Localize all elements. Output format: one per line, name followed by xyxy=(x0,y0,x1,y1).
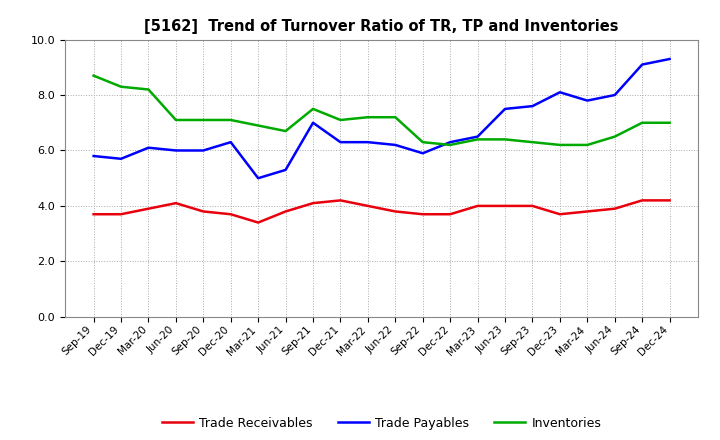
Trade Payables xyxy=(556,90,564,95)
Inventories xyxy=(171,117,180,123)
Trade Payables xyxy=(171,148,180,153)
Legend: Trade Receivables, Trade Payables, Inventories: Trade Receivables, Trade Payables, Inven… xyxy=(157,412,606,435)
Inventories xyxy=(611,134,619,139)
Inventories xyxy=(117,84,125,89)
Trade Receivables xyxy=(611,206,619,211)
Line: Inventories: Inventories xyxy=(94,76,670,145)
Trade Receivables xyxy=(473,203,482,209)
Trade Receivables xyxy=(364,203,372,209)
Trade Receivables xyxy=(583,209,592,214)
Inventories xyxy=(583,142,592,147)
Inventories xyxy=(309,106,318,111)
Trade Receivables xyxy=(418,212,427,217)
Inventories xyxy=(254,123,263,128)
Trade Receivables xyxy=(446,212,454,217)
Trade Payables xyxy=(89,154,98,159)
Inventories xyxy=(144,87,153,92)
Trade Payables xyxy=(611,92,619,98)
Trade Payables xyxy=(199,148,207,153)
Trade Receivables xyxy=(199,209,207,214)
Inventories xyxy=(638,120,647,125)
Inventories xyxy=(556,142,564,147)
Trade Receivables xyxy=(665,198,674,203)
Trade Payables xyxy=(391,142,400,147)
Trade Payables xyxy=(446,139,454,145)
Trade Receivables xyxy=(144,206,153,211)
Line: Trade Payables: Trade Payables xyxy=(94,59,670,178)
Trade Payables xyxy=(418,150,427,156)
Inventories xyxy=(418,139,427,145)
Inventories xyxy=(282,128,290,134)
Inventories xyxy=(391,114,400,120)
Trade Receivables xyxy=(254,220,263,225)
Title: [5162]  Trend of Turnover Ratio of TR, TP and Inventories: [5162] Trend of Turnover Ratio of TR, TP… xyxy=(144,19,619,34)
Trade Payables xyxy=(117,156,125,161)
Trade Receivables xyxy=(226,212,235,217)
Trade Payables xyxy=(309,120,318,125)
Inventories xyxy=(89,73,98,78)
Inventories xyxy=(446,142,454,147)
Trade Receivables xyxy=(171,201,180,206)
Inventories xyxy=(500,137,509,142)
Trade Receivables xyxy=(391,209,400,214)
Trade Receivables xyxy=(336,198,345,203)
Trade Receivables xyxy=(528,203,537,209)
Trade Payables xyxy=(144,145,153,150)
Trade Payables xyxy=(500,106,509,111)
Trade Receivables xyxy=(309,201,318,206)
Trade Payables xyxy=(638,62,647,67)
Inventories xyxy=(473,137,482,142)
Trade Payables xyxy=(665,56,674,62)
Trade Payables xyxy=(226,139,235,145)
Trade Payables xyxy=(528,103,537,109)
Inventories xyxy=(528,139,537,145)
Inventories xyxy=(226,117,235,123)
Trade Receivables xyxy=(282,209,290,214)
Inventories xyxy=(364,114,372,120)
Inventories xyxy=(665,120,674,125)
Inventories xyxy=(199,117,207,123)
Trade Receivables xyxy=(500,203,509,209)
Trade Payables xyxy=(583,98,592,103)
Line: Trade Receivables: Trade Receivables xyxy=(94,200,670,223)
Trade Receivables xyxy=(638,198,647,203)
Trade Payables xyxy=(473,134,482,139)
Trade Receivables xyxy=(556,212,564,217)
Trade Receivables xyxy=(117,212,125,217)
Trade Payables xyxy=(282,167,290,172)
Trade Payables xyxy=(364,139,372,145)
Trade Payables xyxy=(336,139,345,145)
Trade Payables xyxy=(254,176,263,181)
Inventories xyxy=(336,117,345,123)
Trade Receivables xyxy=(89,212,98,217)
